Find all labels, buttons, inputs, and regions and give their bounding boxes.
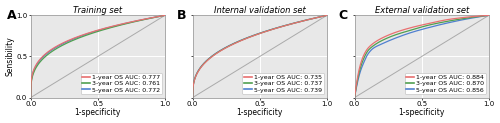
Text: C: C — [338, 9, 347, 22]
Title: External validation set: External validation set — [374, 6, 469, 15]
Title: Internal validation set: Internal validation set — [214, 6, 306, 15]
Y-axis label: Sensibility: Sensibility — [6, 37, 15, 76]
Text: B: B — [176, 9, 186, 22]
X-axis label: 1-specificity: 1-specificity — [398, 108, 445, 117]
X-axis label: 1-specificity: 1-specificity — [74, 108, 121, 117]
Title: Training set: Training set — [74, 6, 122, 15]
X-axis label: 1-specificity: 1-specificity — [236, 108, 283, 117]
Legend: 1-year OS AUC: 0.884, 3-year OS AUC: 0.870, 5-year OS AUC: 0.856: 1-year OS AUC: 0.884, 3-year OS AUC: 0.8… — [404, 73, 485, 94]
Legend: 1-year OS AUC: 0.777, 3-year OS AUC: 0.761, 5-year OS AUC: 0.772: 1-year OS AUC: 0.777, 3-year OS AUC: 0.7… — [80, 73, 162, 94]
Text: A: A — [6, 9, 16, 22]
Legend: 1-year OS AUC: 0.735, 3-year OS AUC: 0.737, 5-year OS AUC: 0.739: 1-year OS AUC: 0.735, 3-year OS AUC: 0.7… — [242, 73, 324, 94]
